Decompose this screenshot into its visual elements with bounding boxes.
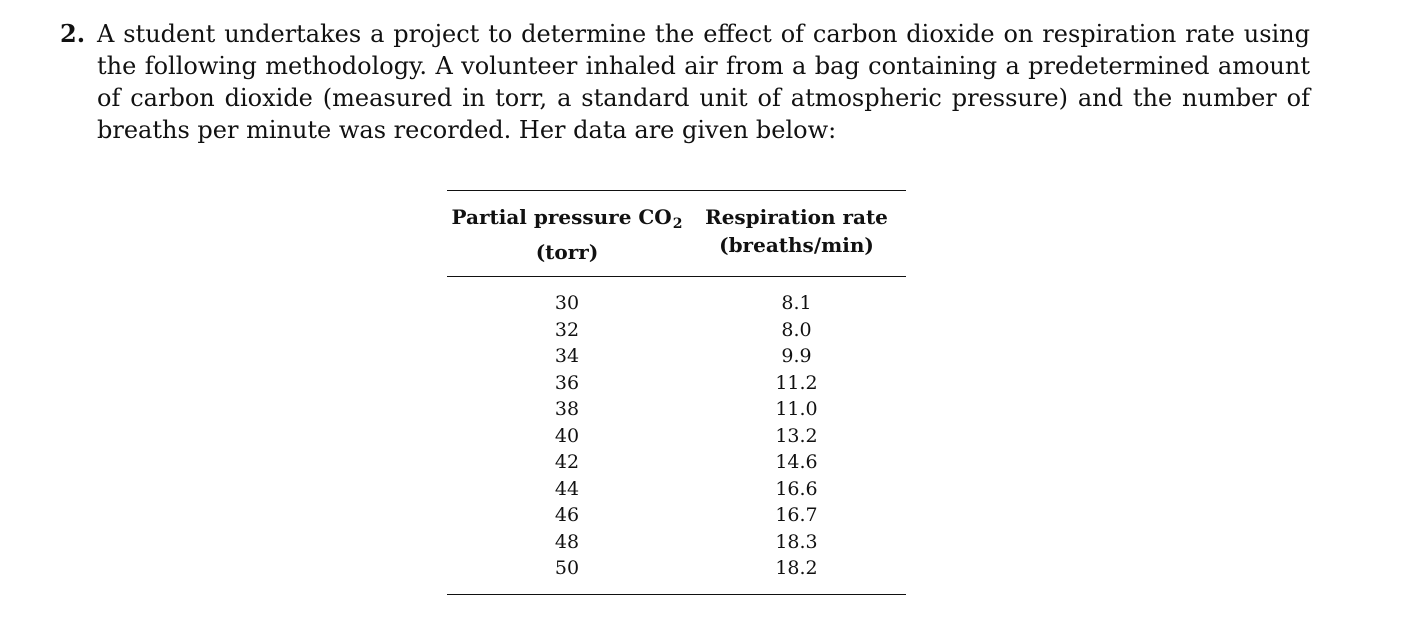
table-row: 38 11.0 bbox=[447, 396, 906, 423]
cell-respiration: 8.0 bbox=[781, 318, 812, 341]
cell-pressure: 50 bbox=[554, 557, 580, 579]
table-header: Partial pressure CO2 (torr) Respiration … bbox=[447, 191, 906, 276]
cell-pressure: 42 bbox=[554, 451, 580, 473]
table-row: 40 13.2 bbox=[447, 423, 906, 450]
header-pressure-title: Partial pressure CO2 bbox=[447, 203, 687, 238]
table-row: 46 16.7 bbox=[447, 502, 906, 529]
table-row: 36 11.2 bbox=[447, 370, 906, 397]
cell-respiration: 11.0 bbox=[775, 398, 818, 420]
header-respiration: Respiration rate (breaths/min) bbox=[687, 203, 906, 266]
cell-pressure: 48 bbox=[554, 530, 580, 553]
table-row: 42 14.6 bbox=[447, 449, 906, 476]
problem-number: 2. bbox=[60, 19, 86, 48]
cell-pressure: 44 bbox=[554, 477, 580, 500]
table-body: 30 8.1 32 8.0 34 9.9 36 11.2 38 11.0 40 13.2 42 14.6 4… bbox=[447, 277, 906, 594]
data-table: Partial pressure CO2 (torr) Respiration … bbox=[447, 190, 906, 595]
cell-pressure: 30 bbox=[554, 292, 580, 314]
table-row: 48 18.3 bbox=[447, 529, 906, 556]
cell-respiration: 14.6 bbox=[775, 451, 818, 473]
table-row: 30 8.1 bbox=[447, 290, 906, 317]
cell-respiration: 8.1 bbox=[781, 292, 812, 314]
problem-block: 2. A student undertakes a project to det… bbox=[60, 18, 1310, 146]
cell-respiration: 16.7 bbox=[775, 504, 818, 526]
table-row: 34 9.9 bbox=[447, 343, 906, 370]
table-row: 32 8.0 bbox=[447, 317, 906, 344]
cell-pressure: 36 bbox=[554, 371, 580, 394]
cell-pressure: 32 bbox=[554, 318, 580, 341]
cell-respiration: 9.9 bbox=[781, 345, 812, 367]
table-row: 50 18.2 bbox=[447, 555, 906, 582]
header-pressure-label: Partial pressure CO bbox=[451, 205, 672, 229]
cell-pressure: 38 bbox=[554, 398, 580, 420]
cell-pressure: 34 bbox=[554, 345, 580, 367]
cell-respiration: 11.2 bbox=[775, 371, 818, 394]
header-pressure-unit: (torr) bbox=[535, 240, 599, 264]
header-respiration-unit: (breaths/min) bbox=[719, 233, 874, 257]
table-row: 44 16.6 bbox=[447, 476, 906, 503]
header-respiration-title: Respiration rate bbox=[705, 205, 888, 229]
cell-pressure: 40 bbox=[554, 424, 580, 447]
table-header-rule bbox=[447, 276, 906, 277]
cell-respiration: 18.2 bbox=[775, 557, 818, 579]
table-bottom-rule bbox=[447, 593, 906, 595]
problem-text: A student undertakes a project to determ… bbox=[97, 20, 1310, 144]
header-pressure-subscript: 2 bbox=[672, 216, 683, 232]
table-top-rule bbox=[447, 190, 906, 191]
cell-respiration: 18.3 bbox=[775, 530, 818, 553]
cell-respiration: 13.2 bbox=[775, 424, 818, 447]
cell-respiration: 16.6 bbox=[775, 477, 818, 500]
header-pressure: Partial pressure CO2 (torr) bbox=[447, 203, 687, 266]
cell-pressure: 46 bbox=[554, 504, 580, 526]
